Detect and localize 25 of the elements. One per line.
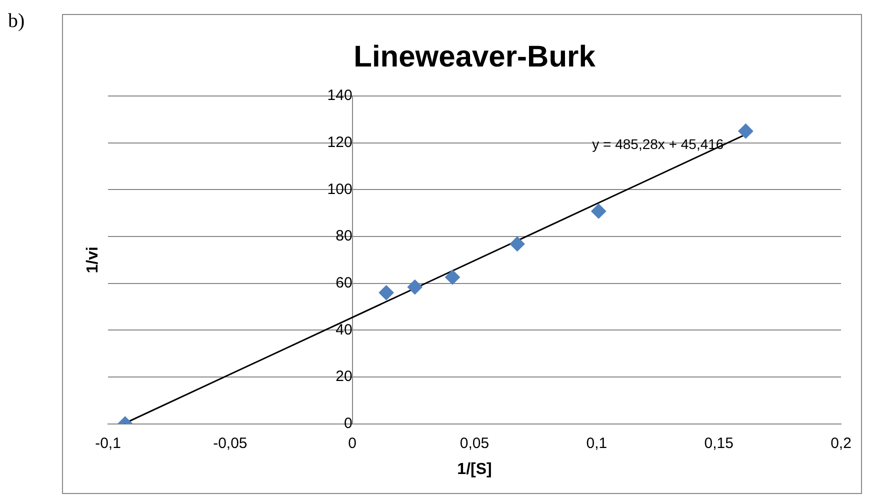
y-tick-label: 100 — [327, 180, 352, 198]
point — [510, 236, 525, 252]
x-tick-label: 0,15 — [704, 434, 734, 452]
point — [378, 285, 394, 300]
x-axis-title: 1/[S] — [457, 460, 492, 478]
y-tick-label: 20 — [336, 368, 352, 386]
x-tick-label: -0,05 — [213, 434, 248, 452]
chart-title: Lineweaver-Burk — [354, 40, 596, 74]
y-tick-label: 40 — [336, 321, 352, 338]
x-tick-label: 0,05 — [460, 434, 490, 452]
x-tick-label: 0,1 — [586, 434, 608, 452]
point — [591, 204, 606, 219]
y-tick-label: 140 — [327, 87, 352, 104]
point — [445, 270, 460, 285]
annotation: y = 485,28x + 45,416 — [592, 136, 724, 152]
y-tick-label: 80 — [336, 228, 352, 245]
x-tick-label: -0,1 — [95, 434, 121, 452]
point — [738, 124, 754, 139]
y-tick-label: 120 — [327, 134, 352, 151]
y-axis-title: 1/vi — [84, 246, 102, 274]
x-tick-label: 0,2 — [830, 434, 852, 452]
text: b) — [8, 10, 25, 33]
y-tick-label: 0 — [344, 414, 352, 432]
point — [407, 280, 422, 295]
y-tick-label: 60 — [336, 274, 352, 292]
